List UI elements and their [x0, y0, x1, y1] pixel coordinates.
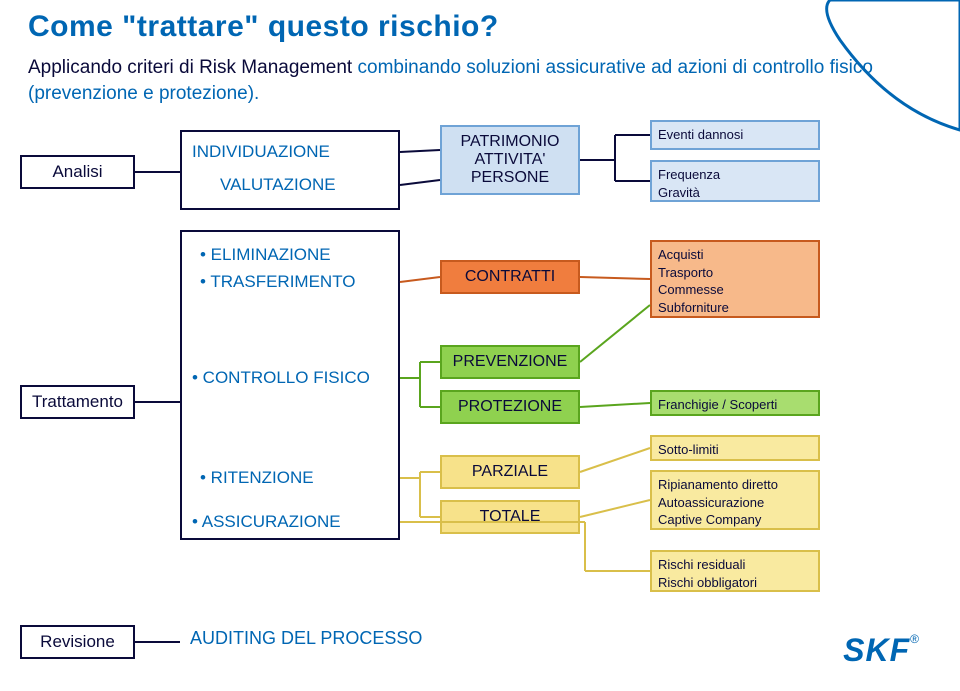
- page-subtitle: Applicando criteri di Risk Management co…: [28, 55, 908, 106]
- box-franchigie: Franchigie / Scoperti: [650, 390, 820, 416]
- box-contratti: CONTRATTI: [440, 260, 580, 294]
- proc-valutazione: VALUTAZIONE: [220, 175, 336, 195]
- box-ripianamento: Ripianamento direttoAutoassicurazioneCap…: [650, 470, 820, 530]
- box-prevenzione: PREVENZIONE: [440, 345, 580, 379]
- box-sottolimiti: Sotto-limiti: [650, 435, 820, 461]
- page-title: Come "trattare" questo rischio?: [28, 10, 499, 44]
- label-analisi: Analisi: [20, 155, 135, 189]
- box-totale: TOTALE: [440, 500, 580, 534]
- box-protezione: PROTEZIONE: [440, 390, 580, 424]
- subtitle-part1: Applicando criteri di Risk Management: [28, 57, 352, 78]
- box-frequenza: FrequenzaGravità: [650, 160, 820, 202]
- box-patrimonio: PATRIMONIOATTIVITA'PERSONE: [440, 125, 580, 195]
- proc-eliminazione: • ELIMINAZIONE: [200, 245, 331, 265]
- box-eventi: Eventi dannosi: [650, 120, 820, 150]
- skf-logo: SKF®: [843, 632, 920, 669]
- box-rischi: Rischi residualiRischi obbligatori: [650, 550, 820, 592]
- proc-assicurazione: • ASSICURAZIONE: [192, 512, 341, 532]
- proc-auditing: AUDITING DEL PROCESSO: [190, 628, 422, 649]
- box-parziale: PARZIALE: [440, 455, 580, 489]
- box-acquisti: AcquistiTrasportoCommesseSubforniture: [650, 240, 820, 318]
- proc-ritenzione: • RITENZIONE: [200, 468, 314, 488]
- proc-individuazione: INDIVIDUAZIONE: [192, 142, 330, 162]
- proc-trasferimento: • TRASFERIMENTO: [200, 272, 356, 292]
- label-trattamento: Trattamento: [20, 385, 135, 419]
- proc-controllo: • CONTROLLO FISICO: [192, 368, 370, 388]
- label-revisione: Revisione: [20, 625, 135, 659]
